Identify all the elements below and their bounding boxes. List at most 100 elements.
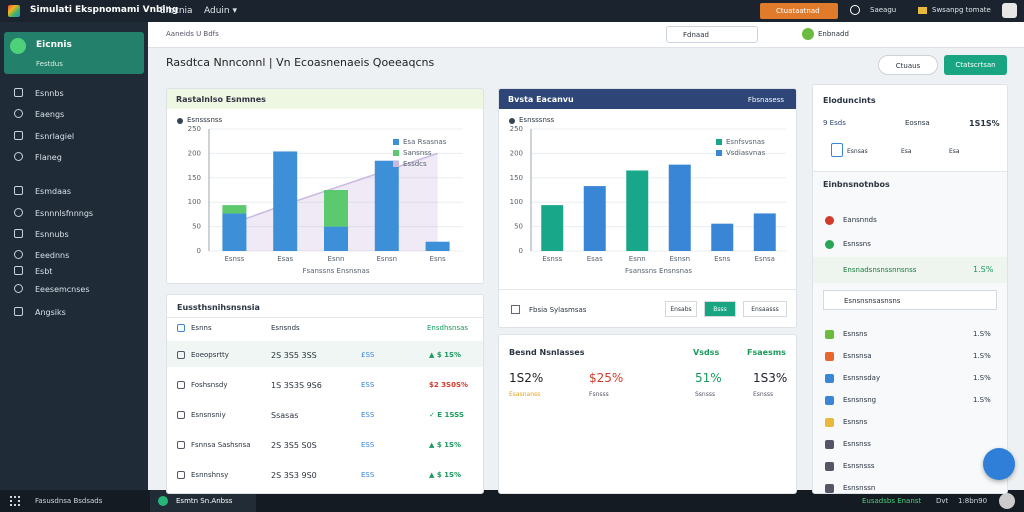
table-cell: Ssasas — [271, 411, 299, 420]
search[interactable]: Aaneids U Bdfs — [166, 30, 219, 38]
summary-value: $25% — [589, 371, 624, 385]
legend-label: Sansnss — [403, 149, 432, 157]
summary-value: 1S2% — [509, 371, 544, 385]
clock: 1:8bn90 — [958, 497, 988, 505]
account[interactable]: Swsanpg tomate — [932, 6, 991, 14]
list-icon — [825, 418, 834, 427]
bar — [711, 223, 734, 251]
nav-item[interactable]: Esnrlagiel — [35, 132, 75, 141]
x-tick-label: Esns — [430, 255, 447, 263]
bar — [753, 213, 776, 251]
nav-item[interactable]: Angsiks — [35, 308, 66, 317]
card-header — [167, 89, 483, 109]
nav-icon — [14, 250, 23, 259]
highlight-row — [813, 257, 1007, 283]
action-button[interactable]: Ctatscrtsan — [944, 55, 1007, 75]
checkbox — [177, 381, 185, 389]
nav-item[interactable]: Eeesemcnses — [35, 285, 90, 294]
x-tick-label: Esas — [277, 255, 293, 263]
icon — [509, 118, 515, 124]
avatar — [1002, 3, 1017, 18]
select[interactable]: Enbnadd — [818, 30, 849, 38]
chart-card: Rastalnlso Esnmnes Esnsssnss 0 50 100 150 200 2… — [166, 88, 484, 284]
table-cell: 2S 3S5 S0S — [271, 441, 317, 450]
trend-line — [234, 152, 438, 224]
panel-item: Esnssns — [843, 240, 871, 248]
icon — [177, 118, 183, 124]
brand-sub: Festdus — [36, 60, 63, 68]
list-icon — [825, 462, 834, 471]
summary-column: Fsaesms — [747, 348, 786, 357]
panel-input[interactable]: Esnsnsnsasnsns — [823, 290, 997, 310]
y-tick-label: 0 — [519, 247, 523, 255]
filter[interactable]: Fdnaad — [666, 26, 758, 43]
list-icon — [825, 396, 834, 405]
list-item[interactable]: Esnsnsa — [843, 352, 872, 360]
list-item[interactable]: Esnsnsday — [843, 374, 881, 382]
x-tick-label: Esas — [587, 255, 603, 263]
app-tab-label[interactable]: Esmtn Sn.Anbss — [176, 497, 233, 505]
nav-item[interactable]: Esmdaas — [35, 187, 72, 196]
legend-label: Vsdiasvnas — [726, 149, 766, 157]
menu-item[interactable]: Eibcnia — [160, 6, 193, 16]
list-item[interactable]: Esnsnsss — [843, 462, 875, 470]
table-cell: Esnsnsniy — [191, 411, 226, 419]
bar — [324, 226, 348, 251]
status-right: Eusadsbs Enanst — [862, 497, 922, 505]
y-tick-label: 150 — [510, 174, 523, 182]
row-highlight — [167, 341, 483, 367]
footer-button[interactable]: Bsss — [704, 301, 736, 317]
avatar — [999, 493, 1015, 509]
footer-button[interactable]: Ensaasss — [743, 301, 787, 317]
list-item[interactable]: Esnsns — [843, 330, 868, 338]
footer-button[interactable]: Ensabs — [665, 301, 697, 317]
brand-icon — [10, 38, 26, 54]
list-item[interactable]: Esnsnss — [843, 440, 871, 448]
list-value: 1.S% — [973, 352, 991, 360]
section — [813, 171, 1007, 493]
icon — [918, 7, 927, 14]
nav-item[interactable]: Eeednns — [35, 251, 70, 260]
table-cell: ESS — [361, 441, 375, 449]
icon — [511, 305, 520, 314]
table-cell: ESS — [361, 411, 375, 419]
fab[interactable] — [983, 448, 1015, 480]
nav-item[interactable]: Flaneg — [35, 153, 62, 162]
list-value: 1.S% — [973, 374, 991, 382]
table-title: Eussthsnihsnsnsia — [177, 303, 260, 312]
bar — [626, 170, 649, 251]
column-header: Esnns — [191, 324, 212, 332]
table-cell: £SS — [361, 351, 375, 359]
x-axis-label: Fsanssns Ensnsnas — [625, 267, 692, 275]
highlight-value: 1.S% — [973, 265, 994, 274]
table-card: Eussthsnihsnsnsia Esnns Esnsnds Ensdhsnsas E… — [166, 294, 484, 494]
list-item[interactable]: Esnsnssn — [843, 484, 876, 492]
y-tick-label: 150 — [188, 174, 201, 182]
table-cell: ▲ $ 1S% — [429, 351, 462, 359]
menu-item[interactable]: Aduin ▾ — [204, 6, 237, 16]
highlight-label: Ensnadsnsnssnnsnss — [843, 266, 917, 274]
list-value: 1.S% — [973, 330, 991, 338]
nav-item[interactable]: Eaengs — [35, 110, 65, 119]
nav-item[interactable]: Esnnbs — [35, 89, 64, 98]
list-item[interactable]: Esnsnsng — [843, 396, 877, 404]
summary-label: Esnsss — [753, 391, 774, 398]
nav-item[interactable]: Esnnnlsfnnngs — [35, 209, 94, 218]
table-cell: 2S 3S5 3SS — [271, 351, 317, 360]
cta-button[interactable]: Ctuataatnad — [760, 3, 838, 19]
nav-item[interactable]: Esnnubs — [35, 230, 69, 239]
card-action[interactable]: Fbsnasess — [747, 96, 784, 104]
summary-card: Besnd Nsnlasses Vsdss Fsaesms 1S2% Esasnanss… — [498, 334, 797, 494]
nav-icon — [14, 266, 23, 275]
nav-icon — [14, 152, 23, 161]
y-tick-label: 100 — [510, 198, 523, 206]
legend-label: Essdcs — [403, 160, 427, 168]
item-icon — [825, 240, 834, 249]
status-right: Dvt — [936, 497, 949, 505]
nav-item[interactable]: Esbt — [35, 267, 53, 276]
panel-title: Eloduncints — [823, 96, 876, 105]
list-item[interactable]: Esnsns — [843, 418, 868, 426]
list-icon — [825, 352, 834, 361]
x-tick-label: Esnn — [629, 255, 646, 263]
action-button[interactable]: Ctuaus — [878, 55, 938, 75]
